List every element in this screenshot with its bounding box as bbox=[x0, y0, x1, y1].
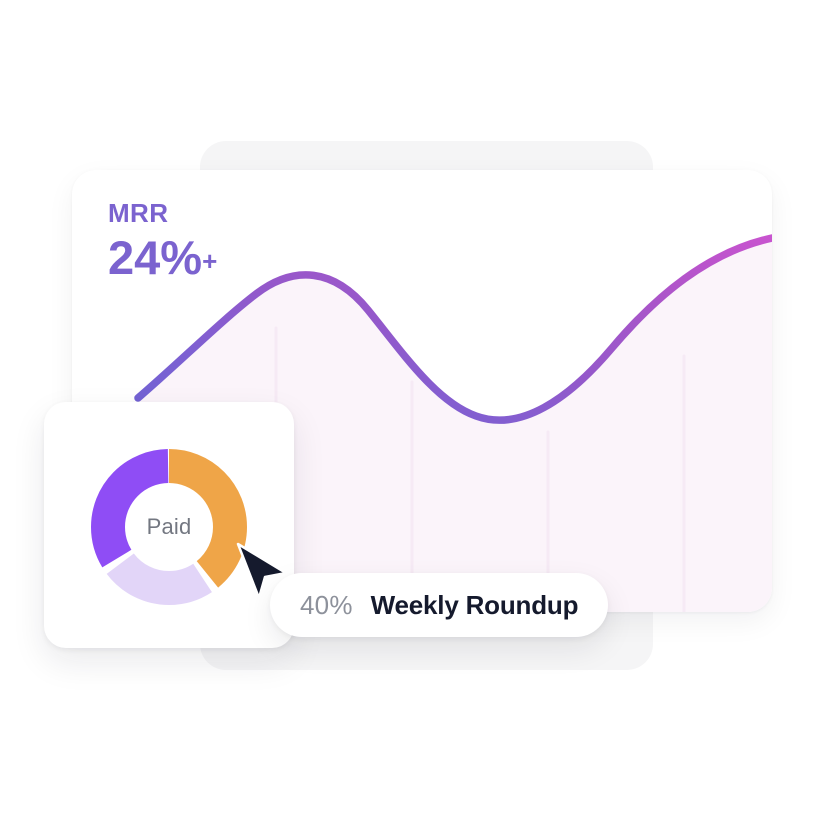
paid-donut-card[interactable]: Paid bbox=[44, 402, 294, 648]
donut-chart[interactable]: Paid bbox=[71, 429, 267, 625]
donut-center-label: Paid bbox=[146, 514, 192, 539]
mouse-pointer-icon bbox=[236, 542, 288, 600]
mrr-label: MRR bbox=[108, 198, 169, 228]
donut-segment-purple[interactable] bbox=[91, 449, 247, 605]
mrr-value-number: 24% bbox=[108, 231, 203, 284]
mrr-header: MRR 24%+ bbox=[108, 200, 217, 281]
donut-segment-weekly-roundup[interactable] bbox=[91, 449, 247, 605]
mrr-value-plus: + bbox=[202, 246, 218, 276]
mrr-value: 24%+ bbox=[108, 234, 217, 281]
chart-line bbox=[134, 234, 772, 424]
chart-area-fill bbox=[138, 238, 772, 612]
tooltip-label: Weekly Roundup bbox=[370, 589, 579, 620]
donut-chart-svg[interactable] bbox=[71, 429, 267, 625]
donut-segment-light[interactable] bbox=[91, 449, 247, 605]
chart-tooltip[interactable]: 40% Weekly Roundup bbox=[270, 573, 609, 637]
tooltip-percent: 40% bbox=[300, 589, 353, 620]
